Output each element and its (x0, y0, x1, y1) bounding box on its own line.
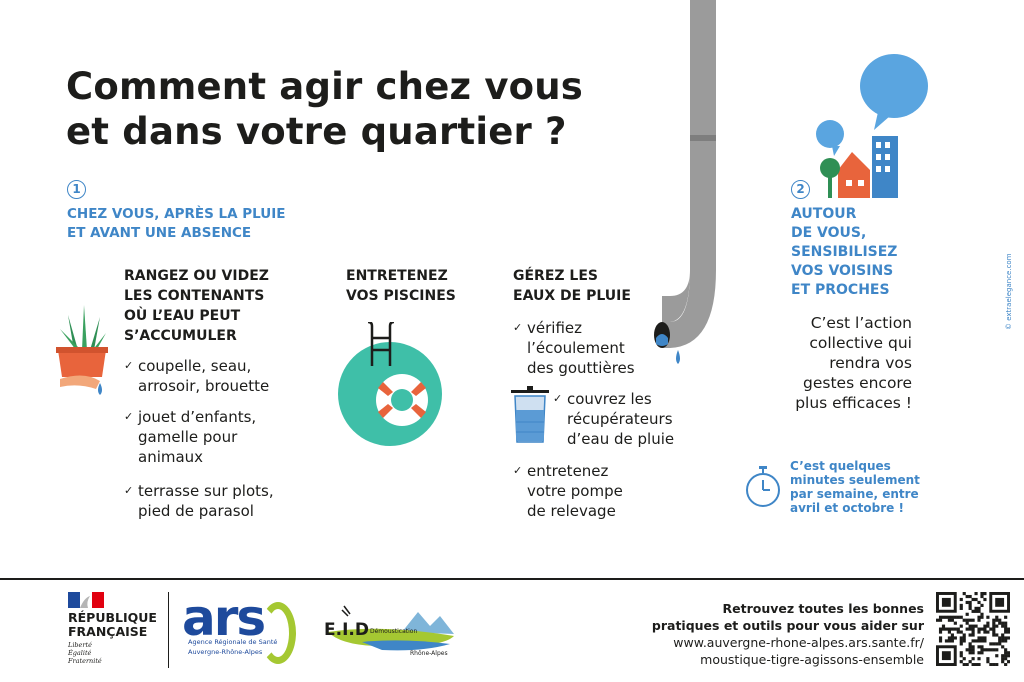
body-line: gestes encore (803, 374, 912, 392)
note-line: avril et octobre ! (790, 501, 904, 515)
rf-motto: Liberté Égalité Fraternité (68, 641, 102, 665)
item-line: jouet d’enfants, (138, 408, 257, 426)
item-line: l’écoulement (527, 339, 625, 357)
check-icon: ✓ (124, 410, 134, 423)
motto-line: Égalité (68, 649, 92, 657)
section-2-note: C’est quelques minutes seulement par sem… (790, 459, 920, 515)
check-icon: ✓ (553, 392, 563, 405)
footer-divider (0, 578, 1024, 580)
eid-logo-text: E.I.D (324, 620, 369, 640)
republique-francaise-logo: RÉPUBLIQUE FRANÇAISE (68, 611, 157, 639)
footer-line: pratiques et outils pour vous aider sur (651, 618, 924, 633)
column-1-heading: RANGEZ OU VIDEZ LES CONTENANTS OÙ L’EAU … (124, 266, 269, 346)
item-line: d’eau de pluie (567, 430, 675, 448)
footer-info: Retrouvez toutes les bonnes pratiques et… (652, 600, 924, 668)
list-item: ✓ entretenez votre pompe de relevage (513, 461, 623, 521)
section-2-heading-line: VOS VOISINS (791, 263, 894, 279)
rf-line-2: FRANÇAISE (68, 624, 148, 639)
item-line: couvrez les (567, 390, 652, 408)
item-line: de relevage (527, 502, 616, 520)
item-line: pied de parasol (138, 502, 254, 520)
item-line: arrosoir, brouette (138, 377, 270, 395)
column-2-heading-line: ENTRETENEZ (346, 268, 448, 284)
note-line: minutes seulement (790, 473, 920, 487)
ars-subtitle-1: Agence Régionale de Santé (188, 638, 278, 646)
section-1-heading-line-1: CHEZ VOUS, APRÈS LA PLUIE (67, 206, 286, 222)
eid-subtitle-2: Rhône-Alpes (410, 650, 448, 657)
item-line: votre pompe (527, 482, 623, 500)
ars-logo: ars Agence Régionale de Santé Auvergne-R… (182, 592, 302, 672)
section-2-body: C’est l’action collective qui rendra vos… (760, 313, 912, 413)
list-item: ✓ couvrez les récupérateurs d’eau de pluie (553, 389, 674, 449)
body-line: collective qui (809, 334, 912, 352)
eid-subtitle-1: Démoustication (370, 628, 418, 635)
section-2-heading: AUTOUR DE VOUS, SENSIBILISEZ VOS VOISINS… (791, 205, 897, 300)
item-line: entretenez (527, 462, 609, 480)
body-line: C’est l’action (810, 314, 912, 332)
rain-barrel-icon (511, 386, 549, 443)
section-1-heading-line-2: ET AVANT UNE ABSENCE (67, 225, 252, 241)
ars-subtitle-2: Auvergne-Rhône-Alpes (188, 648, 263, 656)
body-line: rendra vos (829, 354, 912, 372)
pool-lifebuoy-icon (338, 322, 442, 446)
footer-url[interactable]: www.auvergne-rhone-alpes.ars.sante.fr/ (673, 635, 924, 650)
rf-line-1: RÉPUBLIQUE (68, 610, 157, 625)
motto-line: Fraternité (68, 657, 102, 665)
title-line-2: et dans votre quartier ? (66, 110, 567, 153)
note-line: C’est quelques (790, 459, 891, 473)
footer-url[interactable]: moustique-tigre-agissons-ensemble (700, 652, 924, 667)
ars-swoosh-icon (260, 602, 296, 664)
title-line-1: Comment agir chez vous (66, 65, 584, 108)
section-1-number: 1 (67, 180, 86, 199)
check-icon: ✓ (513, 321, 523, 334)
section-2-heading-line: DE VOUS, (791, 225, 867, 241)
item-line: animaux (138, 448, 204, 466)
drain-pipe-illustration (654, 0, 716, 364)
item-line: terrasse sur plots, (138, 482, 274, 500)
column-2-heading: ENTRETENEZ VOS PISCINES (346, 266, 456, 306)
item-line: des gouttières (527, 359, 635, 377)
qr-code-icon[interactable] (936, 592, 1010, 666)
side-credit: © extraelegance.com (1005, 253, 1013, 330)
column-3-heading-line: EAUX DE PLUIE (513, 288, 631, 304)
logo-separator (168, 592, 169, 668)
column-1-heading-line: S’ACCUMULER (124, 328, 237, 344)
item-line: gamelle pour (138, 428, 238, 446)
list-item: ✓ vérifiez l’écoulement des gouttières (513, 318, 635, 378)
list-item: ✓ jouet d’enfants, gamelle pour animaux (124, 407, 256, 467)
stopwatch-icon (746, 466, 780, 507)
section-2-heading-line: SENSIBILISEZ (791, 244, 898, 260)
eid-mountain-icon (328, 605, 454, 651)
body-line: plus efficaces ! (795, 394, 912, 412)
item-line: récupérateurs (567, 410, 673, 428)
note-line: par semaine, entre (790, 487, 919, 501)
check-icon: ✓ (513, 464, 523, 477)
section-1-heading: CHEZ VOUS, APRÈS LA PLUIE ET AVANT UNE A… (67, 205, 285, 243)
item-line: coupelle, seau, (138, 357, 252, 375)
check-icon: ✓ (124, 359, 134, 372)
list-item: ✓ coupelle, seau, arrosoir, brouette (124, 356, 269, 396)
footer-line: Retrouvez toutes les bonnes (722, 601, 925, 616)
section-2-number: 2 (791, 180, 810, 199)
item-line: vérifiez (527, 319, 582, 337)
column-1-heading-line: RANGEZ OU VIDEZ (124, 268, 269, 284)
neighborhood-speech-bubbles-icon (816, 54, 928, 198)
ars-logo-text: ars (182, 589, 266, 647)
column-1-heading-line: OÙ L’EAU PEUT (124, 308, 241, 324)
eid-logo: E.I.D Démoustication Rhône-Alpes (322, 602, 462, 668)
marianne-logo-icon (68, 592, 104, 608)
check-icon: ✓ (124, 484, 134, 497)
column-3-heading: GÉREZ LES EAUX DE PLUIE (513, 266, 631, 306)
page-title: Comment agir chez vous et dans votre qua… (66, 64, 666, 154)
list-item: ✓ terrasse sur plots, pied de parasol (124, 481, 274, 521)
plant-pot-icon (56, 305, 108, 395)
section-2-heading-line: ET PROCHES (791, 282, 890, 298)
column-2-heading-line: VOS PISCINES (346, 288, 456, 304)
column-1-heading-line: LES CONTENANTS (124, 288, 265, 304)
motto-line: Liberté (68, 641, 92, 649)
column-3-heading-line: GÉREZ LES (513, 268, 598, 284)
section-2-heading-line: AUTOUR (791, 206, 857, 222)
